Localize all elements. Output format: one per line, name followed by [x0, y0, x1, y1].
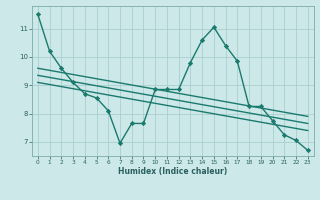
X-axis label: Humidex (Indice chaleur): Humidex (Indice chaleur) — [118, 167, 228, 176]
